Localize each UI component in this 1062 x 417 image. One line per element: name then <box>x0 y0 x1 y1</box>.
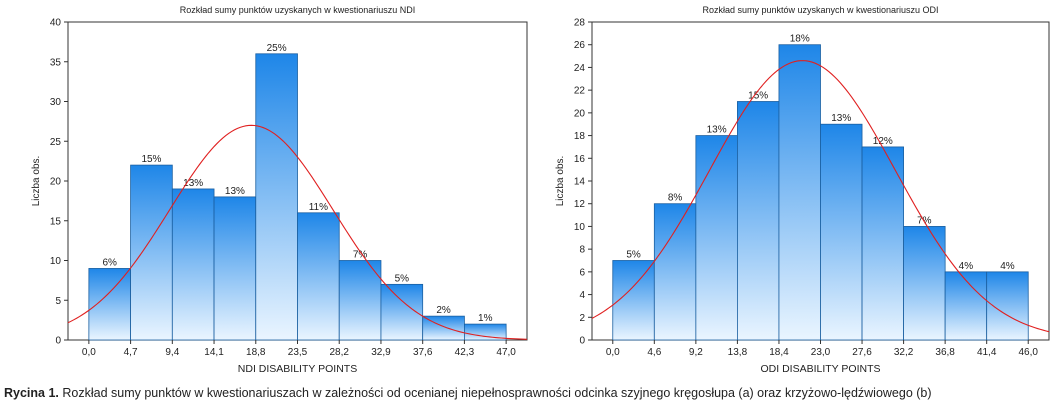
histogram-bar <box>695 135 738 341</box>
bar-percent-label: 15% <box>748 91 768 102</box>
histogram-bar <box>297 212 340 341</box>
histogram-bar <box>338 260 382 341</box>
x-tick-label: 32,9 <box>371 347 391 358</box>
bar-percent-label: 4% <box>1000 261 1015 272</box>
x-tick-label: 27,6 <box>852 347 872 358</box>
y-tick-label: 40 <box>50 18 62 29</box>
x-tick-label: 37,6 <box>413 347 433 358</box>
y-tick-label: 0 <box>55 336 61 347</box>
y-tick-label: 2 <box>579 313 585 324</box>
bar-percent-label: 7% <box>353 250 368 261</box>
x-tick-label: 0,0 <box>82 347 96 358</box>
x-tick-label: 32,2 <box>894 347 914 358</box>
y-axis-label: Liczba obs. <box>31 156 42 207</box>
y-tick-label: 24 <box>574 63 586 74</box>
normal-fit-curve <box>591 60 1050 333</box>
y-tick-label: 12 <box>574 199 586 210</box>
y-tick-label: 10 <box>50 256 62 267</box>
y-tick-label: 26 <box>574 40 586 51</box>
y-tick-label: 25 <box>50 137 62 148</box>
y-tick-label: 14 <box>574 177 586 188</box>
y-tick-label: 4 <box>579 290 585 301</box>
bar-percent-label: 18% <box>790 34 810 45</box>
x-tick-label: 13,8 <box>728 347 748 358</box>
histogram-bar <box>255 53 298 341</box>
y-tick-label: 18 <box>574 131 586 142</box>
caption-label: Rycina 1. <box>4 386 59 400</box>
ndi-chart-panel: Rozkład sumy punktów uzyskanych w kwesti… <box>3 2 533 378</box>
bar-percent-label: 13% <box>831 113 851 124</box>
bar-percent-label: 15% <box>141 154 161 165</box>
caption-text: Rozkład sumy punktów w kwestionariuszach… <box>58 386 932 400</box>
y-tick-label: 0 <box>579 336 585 347</box>
histogram-bar <box>653 203 697 341</box>
x-axis-label: ODI DISABILITY POINTS <box>760 363 880 375</box>
x-axis-label: NDI DISABILITY POINTS <box>238 363 357 375</box>
bar-percent-label: 25% <box>267 43 287 54</box>
x-tick-label: 4,7 <box>124 347 138 358</box>
x-tick-label: 4,6 <box>647 347 661 358</box>
x-tick-label: 14,1 <box>204 347 224 358</box>
bar-percent-label: 11% <box>309 202 328 213</box>
x-tick-label: 47,0 <box>496 347 516 358</box>
bar-percent-label: 5% <box>395 273 410 284</box>
y-tick-label: 30 <box>50 97 62 108</box>
x-tick-label: 41,4 <box>977 347 997 358</box>
y-tick-label: 28 <box>574 18 586 29</box>
histogram-bar <box>778 44 821 341</box>
histogram-bar <box>612 260 655 341</box>
bar-percent-label: 6% <box>103 257 118 268</box>
histogram-bar <box>737 101 780 341</box>
y-tick-label: 20 <box>574 108 586 119</box>
x-tick-label: 28,2 <box>329 347 349 358</box>
y-tick-label: 6 <box>579 267 585 278</box>
y-tick-label: 10 <box>574 222 586 233</box>
histogram-bar <box>213 196 257 341</box>
histogram-bar <box>861 146 904 341</box>
x-tick-label: 36,8 <box>935 347 955 358</box>
odi-histogram: Rozkład sumy punktów uzyskanych w kwesti… <box>555 5 1050 375</box>
x-tick-label: 46,0 <box>1018 347 1038 358</box>
y-tick-label: 15 <box>50 216 62 227</box>
bar-percent-label: 13% <box>183 178 203 189</box>
x-tick-label: 42,3 <box>455 347 475 358</box>
x-tick-label: 9,2 <box>689 347 703 358</box>
y-tick-label: 16 <box>574 154 586 165</box>
bar-percent-label: 1% <box>478 313 493 324</box>
x-tick-label: 23,0 <box>811 347 831 358</box>
histogram-bar <box>464 323 507 341</box>
histogram-bar <box>820 123 863 341</box>
x-tick-label: 0,0 <box>606 347 620 358</box>
ndi-histogram: Rozkład sumy punktów uzyskanych w kwesti… <box>31 5 528 375</box>
y-tick-label: 8 <box>579 245 585 256</box>
histogram-bar <box>88 268 131 341</box>
bar-percent-label: 13% <box>225 186 245 197</box>
normal-fit-curve <box>67 124 528 340</box>
histogram-bar <box>171 188 215 341</box>
bar-percent-label: 12% <box>873 136 893 147</box>
x-tick-label: 18,8 <box>246 347 266 358</box>
figure-caption: Rycina 1. Rozkład sumy punktów w kwestio… <box>4 386 1060 400</box>
histogram-bar <box>130 164 173 341</box>
histogram-bar <box>903 226 946 341</box>
x-tick-label: 9,4 <box>165 347 179 358</box>
bar-percent-label: 13% <box>707 125 727 136</box>
bar-percent-label: 4% <box>959 261 974 272</box>
chart-title: Rozkład sumy punktów uzyskanych w kwesti… <box>180 5 416 15</box>
y-axis-label: Liczba obs. <box>555 156 566 207</box>
x-tick-label: 23,5 <box>288 347 308 358</box>
bar-percent-label: 8% <box>668 193 683 204</box>
y-tick-label: 35 <box>50 57 62 68</box>
y-tick-label: 22 <box>574 86 586 97</box>
chart-title: Rozkład sumy punktów uzyskanych w kwesti… <box>702 5 938 15</box>
x-tick-label: 18,4 <box>769 347 789 358</box>
histogram-bar <box>944 271 988 341</box>
bar-percent-label: 2% <box>436 305 451 316</box>
y-tick-label: 20 <box>50 177 62 188</box>
bar-percent-label: 5% <box>626 250 641 261</box>
y-tick-label: 5 <box>55 296 61 307</box>
odi-chart-panel: Rozkład sumy punktów uzyskanych w kwesti… <box>541 2 1059 378</box>
